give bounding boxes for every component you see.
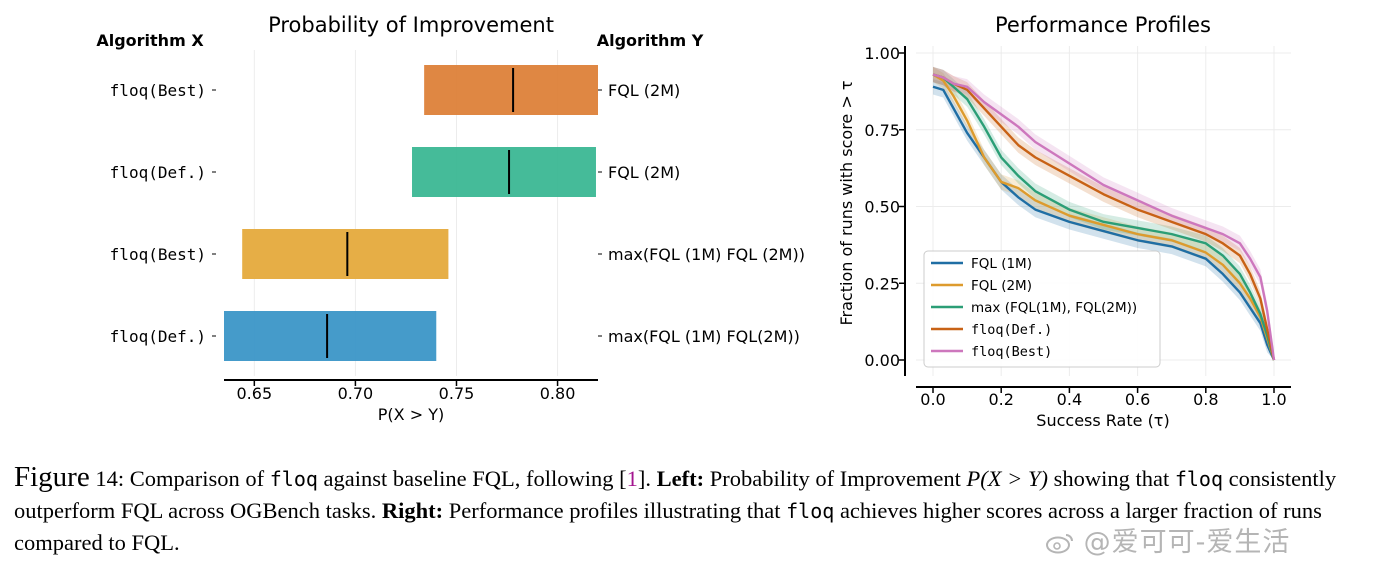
caption-left-label: Left: [656,466,705,491]
caption-text: Performance profiles illustrating that [448,498,781,523]
caption-right-label: Right: [381,498,444,523]
performance-profiles-chart: Performance Profiles 0.00 0.25 0.50 0.75 1.0… [837,13,1291,430]
probability-of-improvement-chart: Probability of Improvement Algorithm X A… [96,13,805,424]
caption-text: Probability of Improvement [709,466,961,491]
legend-items: FQL (1M) FQL (2M) max (FQL(1M), FQL(2M)) fl… [931,256,1137,360]
right-x-tick-label: 1.0 [1261,390,1286,409]
left-bars [224,65,598,361]
confidence-band [933,66,1274,360]
left-x-tick-label: 0.80 [540,384,576,403]
caption-text: against baseline FQL, following [ [323,466,627,491]
left-x-tick-label: 0.65 [237,384,273,403]
left-chart-title: Probability of Improvement [268,13,554,37]
series-line [932,73,1276,361]
legend: FQL (1M) FQL (2M) max (FQL(1M), FQL(2M)) fl… [923,250,1161,368]
series-line [932,73,1276,361]
right-y-axis-label: Fraction of runs with score > τ [837,81,856,326]
right-confidence-bands [933,66,1274,360]
watermark-text: @爱可可-爱生活 [1083,527,1291,558]
right-x-tick-label: 0.2 [988,390,1013,409]
interval-bar [412,147,596,197]
algorithm-y-label: max(FQL (1M) FQL(2M)) [608,327,800,346]
right-x-tick-label: 0.4 [1057,390,1082,409]
right-x-axis-label: Success Rate (τ) [1036,411,1169,430]
left-x-axis-label: P(X > Y) [378,405,444,424]
caption-text: ]. [637,466,651,491]
left-row-labels: floq(Best) FQL (2M) floq(Def.) FQL (2M) floq… [110,81,805,346]
interval-bar [242,229,449,279]
caption-code: floq [269,467,318,491]
watermark: @爱可可-爱生活 [1046,520,1290,559]
caption-text: showing that [1053,466,1170,491]
right-series-lines [932,73,1276,361]
figure-caption: Figure 14: Comparison of floq against ba… [14,462,1368,558]
right-x-ticks: 0.0 0.2 0.4 0.6 0.8 1.0 [920,387,1287,409]
figure-canvas: Probability of Improvement Algorithm X A… [96,13,1291,430]
legend-label: FQL (1M) [971,256,1032,272]
right-y-ticks: 0.00 0.25 0.50 0.75 1.00 [864,44,905,370]
caption-figure-label: Figure [14,461,90,493]
algorithm-y-header: Algorithm Y [597,31,704,50]
caption-code: floq [1174,467,1224,491]
interval-bar [224,311,437,361]
right-y-tick-label: 0.25 [864,274,900,293]
left-x-ticks: 0.65 0.70 0.75 0.80 [237,380,576,403]
caption-math: P(X > Y) [966,466,1048,491]
right-chart-title: Performance Profiles [995,13,1211,37]
series-line [932,73,1276,361]
legend-label: max (FQL(1M), FQL(2M)) [971,300,1137,316]
legend-label: FQL (2M) [971,278,1032,294]
interval-bar [424,65,598,115]
caption-code: floq [786,499,835,523]
caption-text: achieves higher scores across a larger f… [14,498,1322,555]
algorithm-y-label: max(FQL (1M) FQL (2M)) [608,245,805,264]
algorithm-x-header: Algorithm X [96,31,204,50]
right-y-tick-label: 0.50 [864,198,900,217]
left-x-tick-label: 0.75 [439,384,475,403]
citation-link[interactable]: 1 [626,466,638,491]
algorithm-y-label: FQL (2M) [608,81,680,100]
confidence-band [933,66,1274,360]
algorithm-x-label: floq(Def.) [110,163,206,182]
series-line [932,73,1276,361]
legend-label: floq(Best) [971,344,1052,360]
algorithm-x-label: floq(Best) [110,81,206,100]
right-y-tick-label: 0.75 [864,121,900,140]
algorithm-x-label: floq(Best) [110,245,206,264]
caption-text: Comparison of [129,466,265,491]
caption-figure-number: 14: [95,466,125,491]
right-y-tick-label: 1.00 [864,44,900,63]
right-x-tick-label: 0.0 [920,390,945,409]
series-line [932,85,1276,361]
weibo-icon [1046,534,1073,554]
caption-text: consistently outperform FQL across OGBen… [14,466,1337,523]
algorithm-y-label: FQL (2M) [608,163,680,182]
legend-label: floq(Def.) [971,322,1052,338]
algorithm-x-label: floq(Def.) [110,327,206,346]
legend-box [923,250,1161,368]
right-x-tick-label: 0.8 [1193,390,1218,409]
left-x-tick-label: 0.70 [338,384,374,403]
right-x-tick-label: 0.6 [1125,390,1150,409]
right-y-tick-label: 0.00 [864,351,900,370]
